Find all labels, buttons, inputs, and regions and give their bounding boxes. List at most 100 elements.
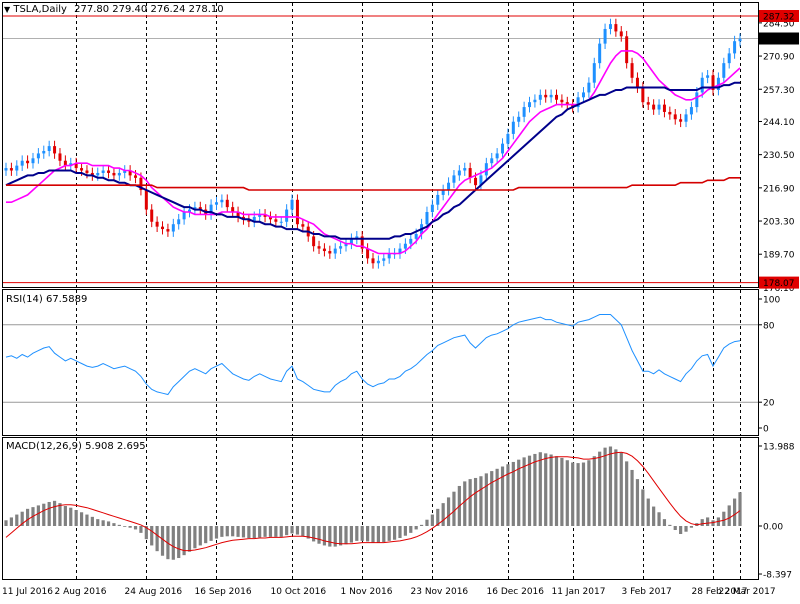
macd-bar (117, 524, 121, 526)
candle-body (312, 236, 316, 247)
macd-bar (355, 526, 359, 541)
candle-body (107, 170, 111, 173)
candle-body (549, 94, 553, 98)
candle-body (452, 175, 456, 183)
candle-body (252, 216, 256, 222)
macd-bar (446, 497, 451, 526)
candle-body (441, 190, 445, 195)
macd-bar (506, 464, 510, 526)
candle-body (706, 75, 710, 78)
macd-y-label: 13.988 (763, 443, 795, 453)
macd-bar (587, 460, 591, 526)
macd-bar (495, 468, 499, 526)
candle-body (436, 194, 440, 205)
candle-body (74, 163, 78, 169)
macd-bar (258, 526, 262, 538)
ma-fast-line (6, 50, 741, 255)
macd-bar (349, 526, 354, 543)
candle-body (263, 214, 267, 217)
macd-bar (376, 526, 380, 543)
candle-body (58, 153, 62, 161)
candle-body (247, 219, 251, 222)
candle-body (474, 177, 478, 186)
candle-body (598, 43, 602, 64)
macd-bar (625, 461, 629, 526)
candle-body (171, 224, 175, 232)
x-axis-label: 16 Sep 2016 (195, 587, 252, 597)
low-price-label-box (759, 276, 799, 289)
candle-body (53, 146, 57, 154)
candle-body (360, 236, 364, 249)
candle-body (533, 99, 537, 103)
candle-body (225, 199, 229, 208)
macd-bar (36, 505, 40, 526)
low-price-label: 178.07 (763, 279, 795, 289)
macd-bar (339, 526, 343, 546)
candle-body (258, 214, 262, 217)
macd-bar (128, 526, 132, 528)
macd-bar (706, 517, 710, 526)
candle-body (511, 121, 515, 134)
candle-body (528, 102, 532, 108)
candle-body (652, 104, 656, 110)
candle-body (333, 248, 337, 254)
macd-bar (549, 454, 553, 526)
macd-bar (522, 457, 526, 526)
macd-bar (554, 456, 559, 526)
candle-body (231, 207, 235, 213)
ma-slow-line (6, 177, 740, 191)
x-axis-label: 3 Feb 2017 (622, 587, 672, 597)
candle-body (166, 229, 170, 232)
macd-bar (722, 511, 726, 526)
macd-bar (177, 526, 181, 559)
macd-bar (20, 511, 24, 526)
candle-body (355, 236, 359, 239)
candle-body (560, 99, 564, 103)
candle-body (387, 253, 391, 259)
candle-body (268, 216, 272, 220)
candle-body (457, 170, 461, 176)
macd-bar (144, 526, 148, 540)
current-price-label: 278.10 (763, 35, 795, 45)
high-price-label-box (759, 10, 799, 22)
macd-bar (155, 526, 159, 552)
macd-bar (668, 524, 672, 526)
macd-bar (69, 507, 73, 526)
candle-body (279, 221, 283, 223)
candle-body (398, 248, 402, 254)
macd-bar (392, 526, 397, 540)
macd-bar (252, 526, 256, 539)
collapse-triangle-icon[interactable]: ▼ (4, 5, 11, 14)
candle-body (641, 87, 645, 103)
candle-body (689, 107, 693, 115)
macd-bar (328, 526, 332, 547)
macd-bar (101, 520, 105, 526)
macd-bar (403, 526, 407, 536)
macd-bar (79, 512, 84, 526)
candle-body (679, 119, 683, 122)
x-axis-label: 22 Mar 2017 (719, 587, 776, 597)
macd-bar (517, 459, 521, 526)
candle-body (673, 114, 677, 120)
candle-body (484, 163, 488, 176)
ohlc-values: 277.80 279.40 276.24 278.10 (74, 4, 224, 15)
macd-bar (306, 526, 310, 539)
candle-body (565, 102, 569, 105)
candle-body (576, 97, 580, 108)
macd-bar (285, 526, 289, 536)
candle-body (684, 114, 688, 122)
candle-body (15, 165, 19, 171)
candle-body (182, 212, 186, 220)
macd-bar (544, 453, 548, 526)
macd-bar (382, 526, 386, 543)
macd-bar (182, 526, 186, 556)
candle-body (128, 170, 132, 176)
candle-body (695, 92, 699, 108)
candle-body (177, 219, 181, 225)
rsi-title: RSI(14) 67.5889 (6, 294, 88, 305)
macd-bar (511, 461, 515, 526)
macd-plot (4, 446, 742, 560)
macd-bar (581, 462, 586, 526)
